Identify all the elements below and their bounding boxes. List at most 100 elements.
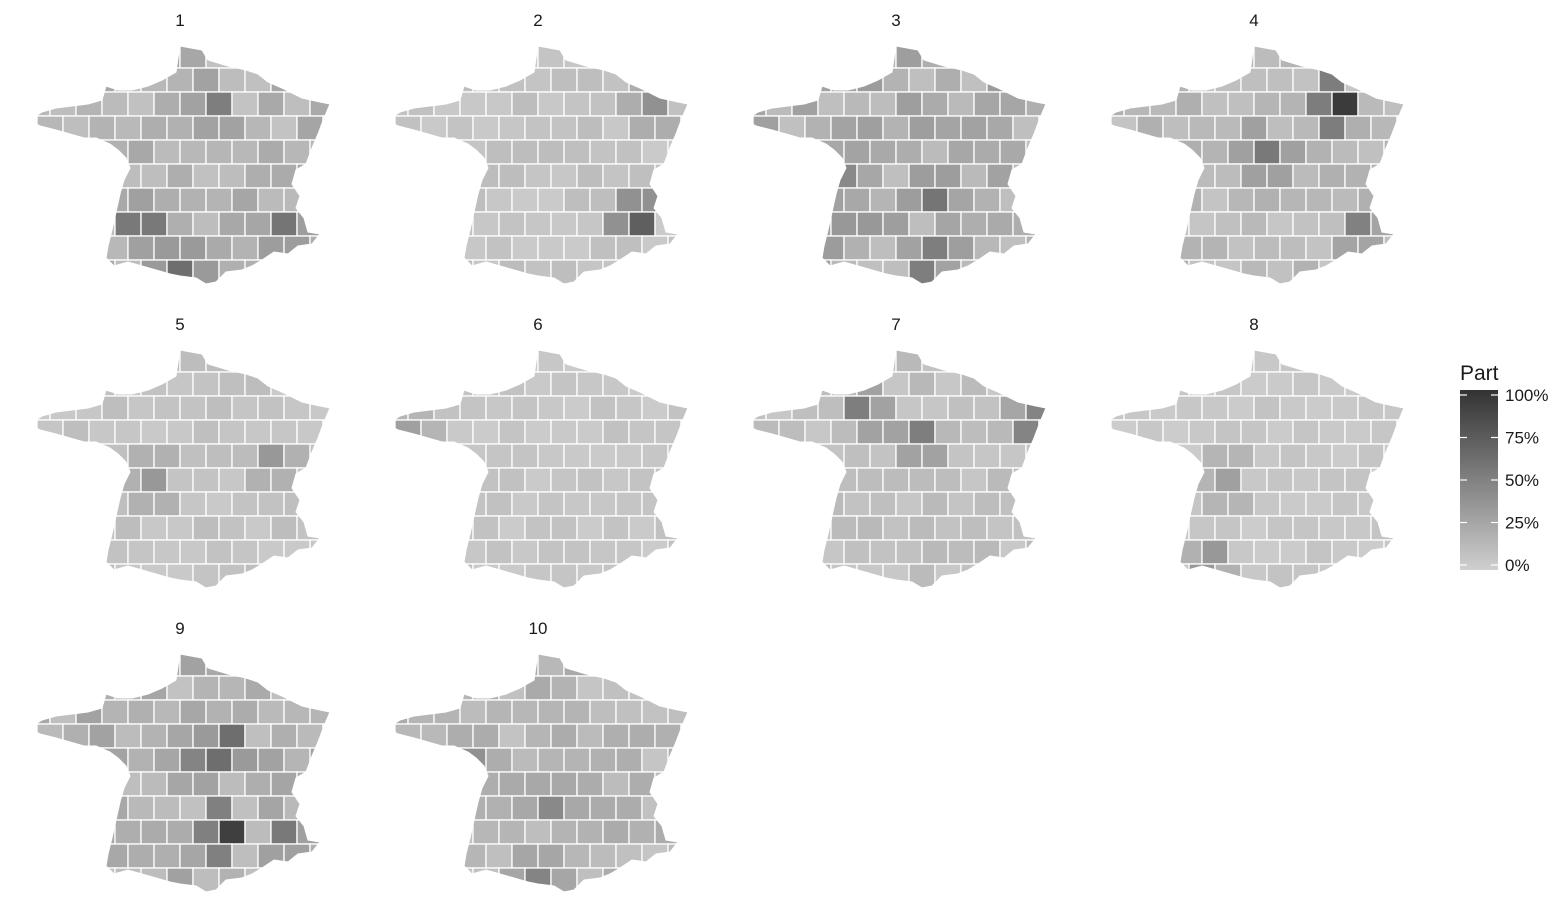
department-region <box>62 419 90 445</box>
department-region <box>62 723 90 749</box>
department-region <box>1396 115 1404 141</box>
department-region <box>765 395 793 421</box>
department-region <box>1344 371 1372 397</box>
department-region <box>537 350 565 373</box>
department-region <box>908 115 936 141</box>
department-region <box>205 491 233 517</box>
department-region <box>1292 115 1320 141</box>
department-region <box>218 419 246 445</box>
department-region <box>127 795 155 821</box>
department-region <box>114 115 142 141</box>
department-region <box>1370 115 1398 141</box>
department-region <box>628 723 656 749</box>
department-region <box>1253 443 1281 469</box>
department-region <box>628 371 656 397</box>
department-region <box>895 539 923 565</box>
department-region <box>179 91 207 117</box>
department-region <box>641 843 669 869</box>
department-region <box>1318 515 1346 541</box>
department-region <box>257 235 285 261</box>
department-region <box>524 211 552 237</box>
department-region <box>628 419 656 445</box>
department-region <box>550 771 578 797</box>
department-region <box>1253 139 1281 165</box>
department-region <box>1318 259 1346 284</box>
department-region <box>856 515 884 541</box>
department-region <box>1383 235 1404 261</box>
department-region <box>602 419 630 445</box>
department-region <box>88 371 116 397</box>
department-region <box>244 259 272 284</box>
department-region <box>1227 350 1255 373</box>
department-region <box>869 539 897 565</box>
department-region <box>882 419 910 445</box>
department-region <box>1012 115 1040 141</box>
department-region <box>218 563 246 588</box>
department-region <box>908 467 936 493</box>
department-region <box>485 443 513 469</box>
department-region <box>960 67 988 93</box>
department-region <box>576 419 604 445</box>
department-region <box>680 723 688 749</box>
department-region <box>1038 419 1046 445</box>
department-region <box>641 443 669 469</box>
department-region <box>615 187 643 213</box>
department-region <box>615 843 643 869</box>
department-region <box>407 395 435 421</box>
department-region <box>270 819 298 845</box>
department-region <box>244 723 272 749</box>
department-region <box>1279 539 1307 565</box>
department-region <box>270 723 298 749</box>
department-region <box>1305 91 1333 117</box>
department-region <box>628 515 656 541</box>
department-region <box>1305 491 1333 517</box>
department-region <box>244 371 272 397</box>
department-region <box>947 235 975 261</box>
department-region <box>498 723 526 749</box>
department-region <box>1253 235 1281 261</box>
department-region <box>1279 235 1307 261</box>
department-region <box>908 67 936 93</box>
department-region <box>179 539 207 565</box>
department-region <box>153 443 181 469</box>
department-region <box>602 211 630 237</box>
department-region <box>511 654 539 677</box>
department-region <box>498 115 526 141</box>
department-region <box>127 491 155 517</box>
department-region <box>283 235 311 261</box>
department-region <box>602 259 630 284</box>
department-region <box>459 747 487 773</box>
department-region <box>537 443 565 469</box>
department-region <box>153 747 181 773</box>
department-region <box>1331 395 1359 421</box>
department-region <box>615 443 643 469</box>
department-region <box>1344 467 1372 493</box>
department-region <box>179 654 207 677</box>
department-region <box>1175 91 1203 117</box>
department-region <box>1240 515 1268 541</box>
department-region <box>524 515 552 541</box>
department-region <box>153 46 181 69</box>
department-region <box>498 515 526 541</box>
department-region <box>602 563 630 588</box>
department-region <box>1253 46 1281 69</box>
department-region <box>101 795 129 821</box>
department-region <box>550 211 578 237</box>
department-region <box>420 115 448 141</box>
department-region <box>947 491 975 517</box>
department-region <box>817 443 845 469</box>
department-region <box>1357 539 1385 565</box>
department-region <box>746 91 767 117</box>
department-region <box>231 187 259 213</box>
department-region <box>1201 187 1229 213</box>
department-region <box>166 211 194 237</box>
department-region <box>459 395 487 421</box>
department-region <box>153 491 181 517</box>
department-region <box>778 419 806 445</box>
department-region <box>602 867 630 892</box>
department-region <box>1305 139 1333 165</box>
department-region <box>446 115 474 141</box>
department-region <box>459 91 487 117</box>
department-region <box>140 371 168 397</box>
panel-title: 4 <box>1249 11 1258 30</box>
